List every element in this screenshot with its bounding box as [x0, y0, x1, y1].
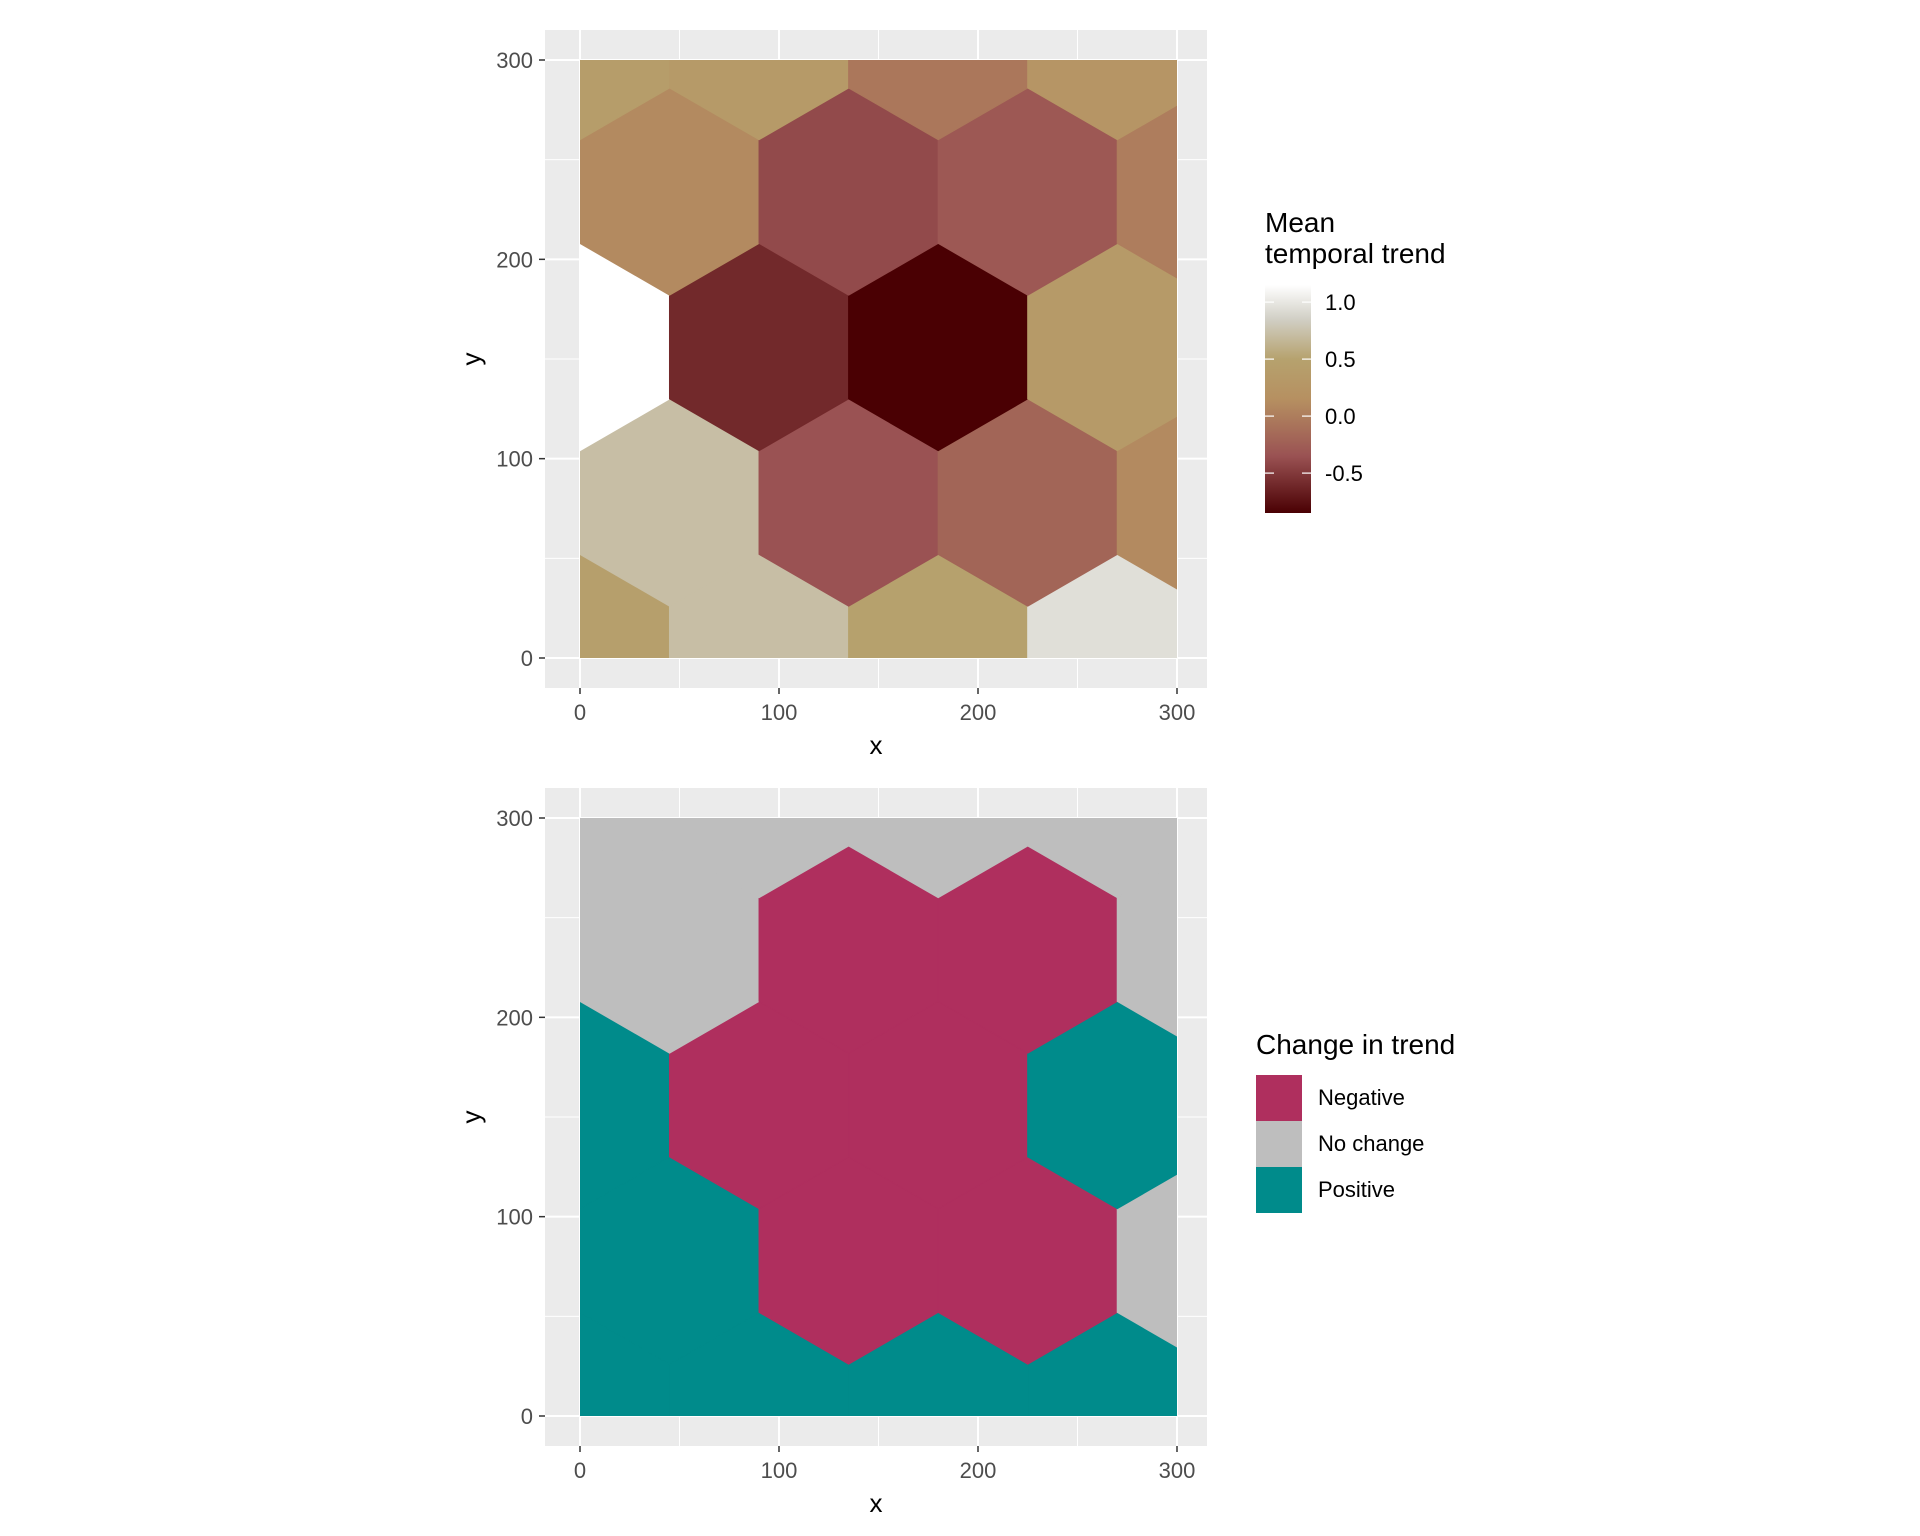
- legend-item-label: Negative: [1318, 1085, 1405, 1110]
- x-tick-label: 300: [1159, 700, 1196, 725]
- hex-cell: [580, 60, 671, 141]
- hex-cells: [580, 60, 1177, 658]
- y-tick-label: 300: [496, 48, 533, 73]
- y-axis-label: y: [456, 1111, 486, 1124]
- legend-colorbar: [1265, 285, 1311, 513]
- x-tick-label: 300: [1159, 1458, 1196, 1483]
- legend-key-no-change: [1256, 1121, 1302, 1167]
- legend-tick-label: -0.5: [1325, 461, 1363, 486]
- legend: Change in trend Negative No change Positive: [1256, 1029, 1455, 1213]
- legend-title: Mean: [1265, 207, 1335, 238]
- y-tick-label: 0: [521, 1404, 533, 1429]
- hex-cell: [668, 818, 850, 899]
- legend-key-negative: [1256, 1075, 1302, 1121]
- x-tick-label: 100: [761, 1458, 798, 1483]
- hex-cell: [848, 60, 1029, 141]
- hex-cell: [848, 818, 1029, 899]
- x-tick-label: 200: [960, 1458, 997, 1483]
- legend-tick-label: 0.0: [1325, 404, 1356, 429]
- y-tick-label: 100: [496, 447, 533, 472]
- x-tick-label: 200: [960, 700, 997, 725]
- x-axis: 0 100 200 300: [574, 1446, 1195, 1483]
- y-axis: 0 100 200 300: [496, 48, 545, 671]
- y-tick-label: 0: [521, 646, 533, 671]
- legend-item-label: No change: [1318, 1131, 1424, 1156]
- x-axis-label: x: [870, 730, 883, 760]
- y-axis: 0 100 200 300: [496, 806, 545, 1429]
- x-tick-label: 0: [574, 700, 586, 725]
- y-tick-label: 100: [496, 1205, 533, 1230]
- legend-title: Change in trend: [1256, 1029, 1455, 1060]
- legend-item-label: Positive: [1318, 1177, 1395, 1202]
- chart-panel-2: 0 100 200 300 x 0 100 200 300 y Change in trend Neg…: [456, 788, 1455, 1518]
- x-tick-label: 100: [761, 700, 798, 725]
- y-tick-label: 200: [496, 1005, 533, 1030]
- x-axis-label: x: [870, 1488, 883, 1518]
- y-tick-label: 200: [496, 247, 533, 272]
- legend-tick-label: 0.5: [1325, 347, 1356, 372]
- hex-cell: [580, 818, 671, 899]
- hex-cells: [580, 818, 1177, 1416]
- y-axis-label: y: [456, 353, 486, 366]
- x-tick-label: 0: [574, 1458, 586, 1483]
- y-tick-label: 300: [496, 806, 533, 831]
- legend-tick-label: 1.0: [1325, 290, 1356, 315]
- legend-title: temporal trend: [1265, 238, 1446, 269]
- hex-cell: [668, 60, 850, 141]
- legend-key-positive: [1256, 1167, 1302, 1213]
- hex-cell: [1027, 818, 1177, 899]
- x-axis: 0 100 200 300: [574, 688, 1195, 725]
- hex-cell: [1027, 60, 1177, 141]
